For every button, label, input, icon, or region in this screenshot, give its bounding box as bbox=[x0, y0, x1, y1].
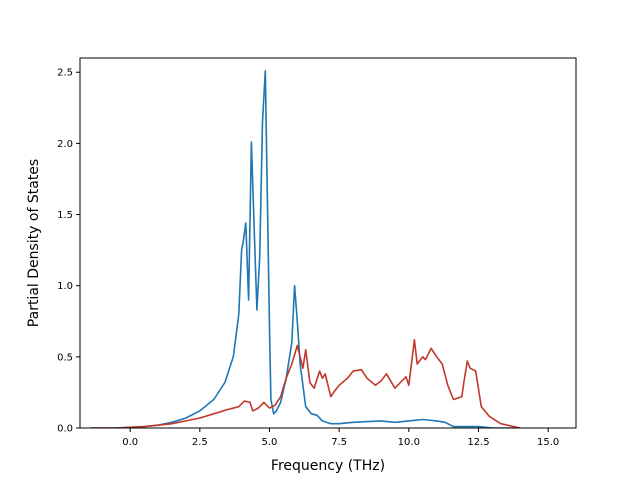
series-line-2 bbox=[91, 338, 521, 428]
y-tick-label: 0.5 bbox=[57, 352, 73, 363]
x-tick-label: 7.5 bbox=[331, 437, 347, 448]
y-tick-label: 2.0 bbox=[57, 139, 73, 150]
y-tick-label: 0.0 bbox=[57, 424, 73, 435]
y-tick-label: 2.5 bbox=[57, 68, 73, 79]
x-tick-label: 0.0 bbox=[122, 437, 138, 448]
x-tick-label: 15.0 bbox=[537, 437, 559, 448]
x-tick-label: 12.5 bbox=[467, 437, 489, 448]
x-tick-label: 2.5 bbox=[192, 437, 208, 448]
y-tick-label: 1.5 bbox=[57, 210, 73, 221]
series-line-1 bbox=[91, 70, 521, 428]
y-tick-label: 1.0 bbox=[57, 281, 73, 292]
y-axis-label: Partial Density of States bbox=[26, 159, 42, 327]
x-tick-label: 5.0 bbox=[262, 437, 278, 448]
x-axis-label: Frequency (THz) bbox=[271, 458, 385, 474]
x-tick-label: 10.0 bbox=[398, 437, 420, 448]
plot-area-frame bbox=[79, 57, 577, 429]
